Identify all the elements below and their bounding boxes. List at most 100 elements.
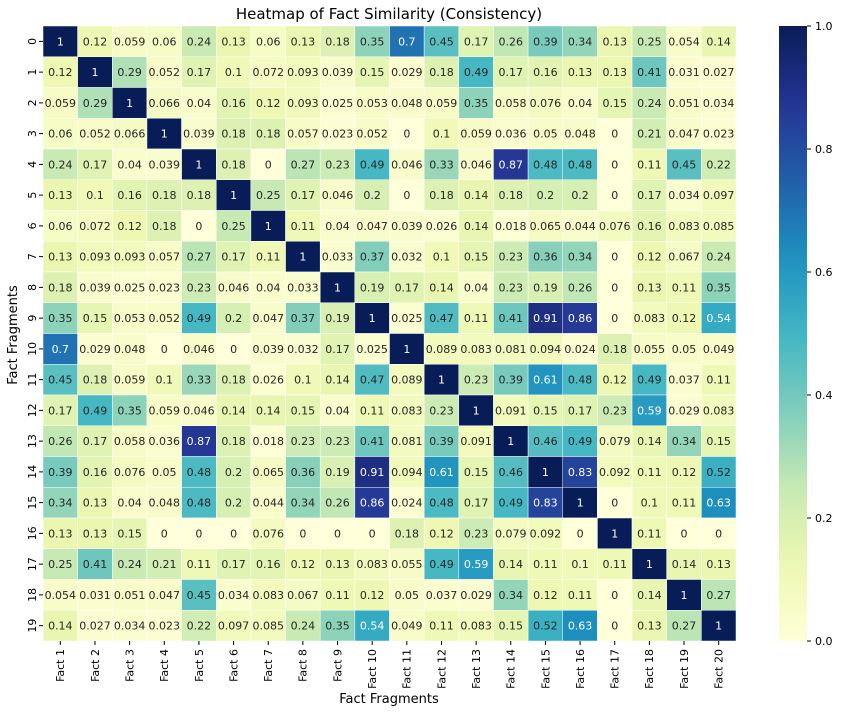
cell-value-label: 0.24 [637,97,662,110]
heatmap-cell [77,579,113,611]
cell-value-label: 0.23 [602,404,627,417]
heatmap-cell [423,271,460,303]
cell-value-label: 1 [577,497,584,510]
cell-value-label: 0.12 [637,251,662,264]
heatmap-cell [250,241,286,273]
heatmap-cell [597,610,633,642]
heatmap-cell [77,610,113,642]
heatmap-cell [493,333,529,365]
cell-value-label: 0.076 [114,466,146,479]
heatmap-cell [389,456,425,488]
heatmap-cell [250,517,286,549]
heatmap-cell [319,87,356,119]
cell-value-label: 0.63 [706,497,731,510]
heatmap-cell [216,548,252,580]
cell-value-label: 0.048 [114,343,146,356]
heatmap-cell [631,148,667,180]
heatmap-cell [493,548,529,580]
colorbar-tick-label: 0.4 [815,389,833,402]
cell-value-label: 1 [438,374,445,387]
heatmap-cell [701,548,737,580]
heatmap-cell [666,210,702,242]
cell-value-label: 0.45 [429,35,454,48]
heatmap-cell [250,364,286,396]
heatmap-cell [112,548,148,580]
heatmap-cell [181,87,217,119]
cell-value-label: 0.83 [568,466,593,479]
heatmap-cell [423,241,460,273]
y-tick-label: 18 [26,588,39,602]
heatmap-cell [112,425,148,457]
cell-value-label: 0.16 [117,189,142,202]
cell-value-label: 0.029 [668,404,700,417]
heatmap-cell [354,364,390,396]
heatmap-cell [423,610,460,642]
heatmap-cell [285,179,321,211]
cell-value-label: 0.11 [637,527,662,540]
heatmap-cell [701,579,737,611]
cell-value-label: 0.26 [325,497,350,510]
cell-value-label: 0.18 [256,128,281,141]
heatmap-cell [250,610,286,642]
cell-value-label: 0.11 [637,466,662,479]
cell-value-label: 0.47 [429,312,454,325]
cell-value-label: 0.34 [568,251,593,264]
cell-value-label: 0.037 [668,374,700,387]
heatmap-cell [285,487,321,519]
heatmap-cell [319,579,356,611]
heatmap-cell [562,241,598,273]
cell-value-label: 0.072 [252,66,284,79]
heatmap-cell [146,25,182,57]
y-tick-label: 10 [26,342,39,356]
cell-value-label: 0.23 [187,281,212,294]
cell-value-label: 0.24 [291,620,316,633]
heatmap-cell [250,271,286,303]
cell-value-label: 0.066 [114,128,146,141]
heatmap-cell [146,179,182,211]
cell-value-label: 0.41 [499,312,524,325]
heatmap-cell [527,425,563,457]
cell-value-label: 0.11 [187,558,212,571]
cell-value-label: 0.085 [703,220,735,233]
heatmap-cell [112,179,148,211]
cell-value-label: 0.18 [429,189,454,202]
cell-value-label: 0.093 [114,251,146,264]
heatmap-cell [250,56,286,88]
heatmap-cell [562,610,598,642]
y-tick-label: 3 [26,130,39,137]
cell-value-label: 0 [611,281,618,294]
heatmap-cell [146,548,182,580]
heatmap-cell [527,302,563,334]
heatmap-cell [458,118,494,150]
cell-value-label: 0.18 [499,189,524,202]
heatmap-cell [562,87,598,119]
heatmap-cell [631,579,667,611]
colorbar-tick-label: 0.8 [815,143,833,156]
cell-value-label: 0.023 [322,128,354,141]
cell-value-label: 0.34 [291,497,316,510]
heatmap-cell [527,517,563,549]
cell-value-label: 0.23 [429,404,454,417]
heatmap-cell [562,364,598,396]
heatmap-cell [701,241,737,273]
heatmap-cell [631,56,667,88]
cell-value-label: 0.45 [187,589,212,602]
cell-value-label: 0.34 [672,435,697,448]
cell-value-label: 0.06 [152,35,177,48]
cell-value-label: 0.21 [637,128,662,141]
heatmap-cell [250,394,286,426]
heatmap-cell [354,394,390,426]
heatmap-cell [423,210,460,242]
cell-value-label: 0.036 [149,435,181,448]
heatmap-cell [42,25,78,57]
heatmap-cell [216,241,252,273]
heatmap-cell [562,56,598,88]
cell-value-label: 0.081 [495,343,527,356]
heatmap-cell [77,333,113,365]
cell-value-label: 0 [161,343,168,356]
cell-value-label: 0.13 [291,35,316,48]
cell-value-label: 0.25 [48,558,73,571]
cell-value-label: 0.054 [668,35,700,48]
cell-value-label: 0.49 [360,158,385,171]
